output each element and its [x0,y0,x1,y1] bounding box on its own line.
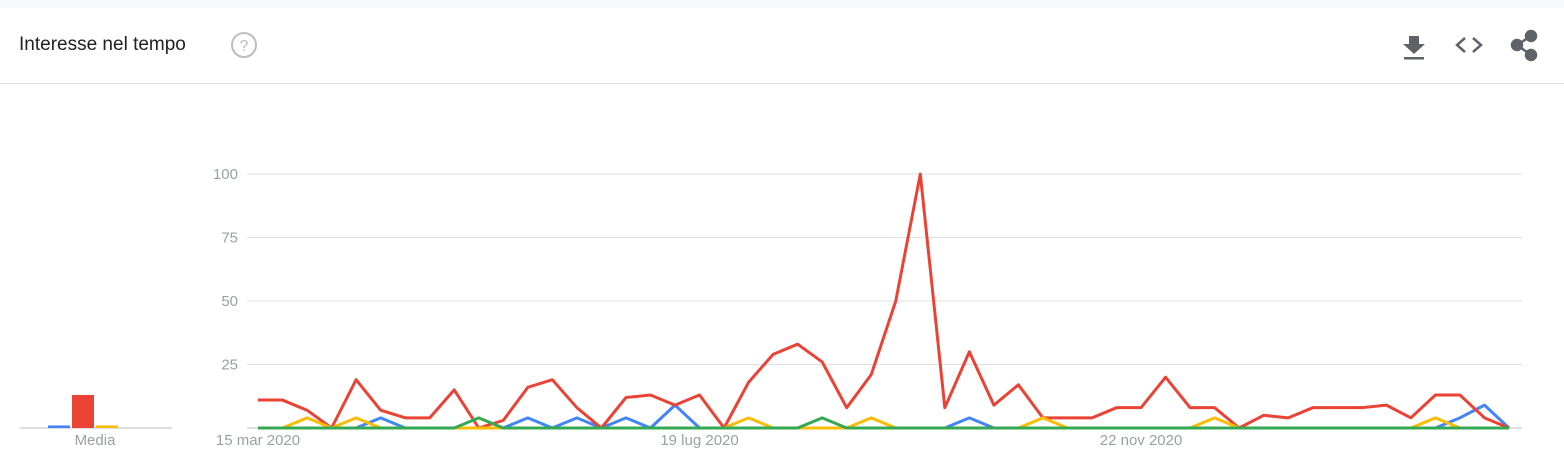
series-line [258,416,1509,430]
title: Interesse nel tempo [19,34,186,55]
y-tick-label: 100 [213,166,238,183]
y-tick-label: 50 [221,293,238,310]
x-tick-label: 19 lug 2020 [660,432,738,449]
embed-icon-right [1472,37,1483,53]
download-icon[interactable] [1403,36,1425,60]
share-icon[interactable] [1510,29,1538,62]
series-line [258,416,1509,430]
help-icon[interactable] [231,32,257,58]
help-glyph: ? [240,38,249,55]
y-tick-label: 75 [221,230,238,247]
header-icons: ? [231,29,1538,62]
top-strip [0,0,1564,8]
series-line [258,172,1510,430]
average-bar [48,425,70,428]
header: Interesse nel tempo ? [0,8,1564,84]
x-tick-label: 15 mar 2020 [216,432,300,449]
average-bar [72,394,94,428]
average-bar [96,425,118,428]
y-tick-label: 25 [221,357,238,374]
x-tick-label: 22 nov 2020 [1100,432,1183,449]
embed-icon[interactable] [1455,37,1466,53]
average-label: Media [75,432,117,449]
